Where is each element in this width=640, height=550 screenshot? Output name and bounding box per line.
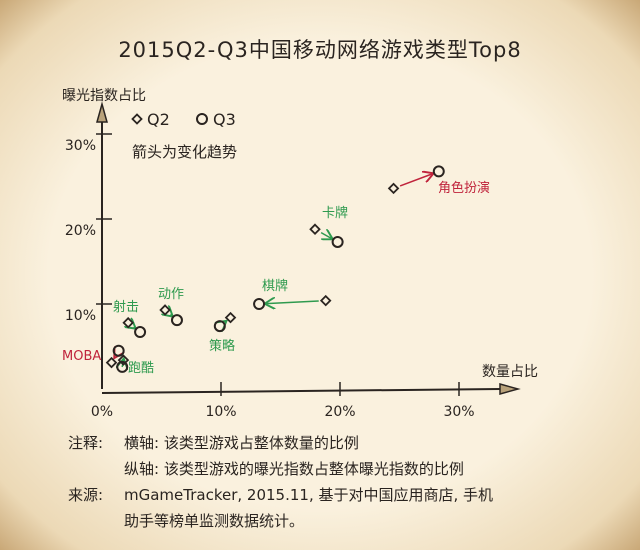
point-q3 <box>253 298 266 310</box>
point-q2 <box>159 304 171 316</box>
y-axis-label: 曝光指数占比 <box>62 88 146 104</box>
trend-arrow <box>170 315 171 316</box>
point-q3 <box>116 360 129 373</box>
notes: 注释: 横轴: 该类型游戏占整体数量的比例 纵轴: 该类型游戏的曝光指数占整体曝光… <box>68 430 493 534</box>
point-q3 <box>331 235 344 248</box>
notes-label: 注释: <box>68 434 104 452</box>
point-q2 <box>105 356 118 369</box>
source-label: 来源: <box>68 486 104 504</box>
legend-q3: Q3 <box>213 110 236 129</box>
legend-diamond-icon <box>131 113 143 125</box>
y-axis-arrow-icon <box>96 101 108 123</box>
x-tick-label: 30% <box>443 404 474 420</box>
point-q3 <box>170 314 183 327</box>
point-q2 <box>319 294 332 307</box>
x-axis <box>101 388 501 394</box>
source-line-1: mGameTracker, 2015.11, 基于对中国应用商店, 手机 <box>124 486 494 504</box>
category-label: 卡牌 <box>322 205 348 221</box>
point-q2 <box>122 316 134 329</box>
category-label: 射击 <box>113 299 139 315</box>
legend-circle-icon <box>196 113 208 125</box>
x-axis-arrow-icon <box>499 383 521 395</box>
point-q3 <box>432 165 445 178</box>
point-q3 <box>213 320 226 333</box>
point-q3 <box>134 326 147 339</box>
x-tick-label: 10% <box>205 404 236 420</box>
legend-q2: Q2 <box>147 110 170 129</box>
trend-arrow <box>266 301 319 304</box>
x-axis-note: 横轴: 该类型游戏占整体数量的比例 <box>124 434 359 452</box>
category-label: 棋牌 <box>262 278 288 294</box>
category-label: 跑酷 <box>128 361 154 376</box>
trend-arrow <box>134 327 135 328</box>
y-tick-label: 30% <box>65 138 96 154</box>
category-label: 策略 <box>209 338 235 354</box>
x-tick-label: 0% <box>91 404 113 420</box>
point-q2 <box>224 311 237 324</box>
point-q2 <box>309 223 321 235</box>
point-q2 <box>387 182 400 195</box>
x-axis-label: 数量占比 <box>482 364 538 380</box>
trend-arrow <box>321 233 331 239</box>
source-line-2: 助手等榜单监测数据统计。 <box>124 512 305 530</box>
category-label: 角色扮演 <box>438 180 490 196</box>
x-tick-label: 20% <box>324 404 355 420</box>
y-tick-label: 10% <box>65 308 96 324</box>
category-label: MOBA <box>62 349 101 364</box>
trend-arrow <box>399 174 432 187</box>
legend-note: 箭头为变化趋势 <box>132 143 237 161</box>
y-tick-label: 20% <box>65 223 96 239</box>
chart-title: 2015Q2-Q3中国移动网络游戏类型Top8 <box>118 38 522 62</box>
category-label: 动作 <box>158 287 184 302</box>
point-q3 <box>112 344 125 357</box>
y-axis-note: 纵轴: 该类型游戏的曝光指数占整体曝光指数的比例 <box>124 460 464 478</box>
point-q2 <box>117 354 130 366</box>
